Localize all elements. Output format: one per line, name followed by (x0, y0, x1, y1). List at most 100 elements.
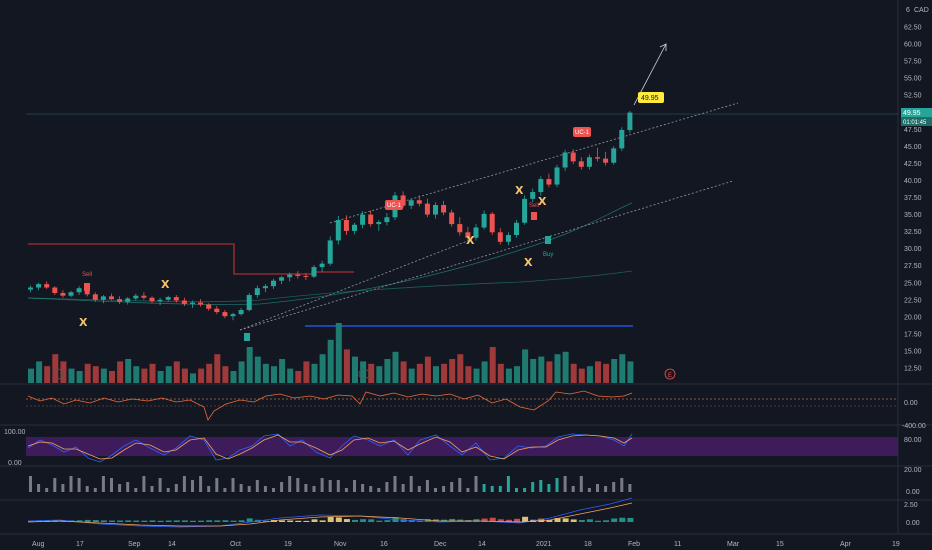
macd-bar (408, 520, 415, 522)
price-tick-label: 47.50 (904, 127, 922, 134)
candle-body (465, 232, 471, 238)
volume-osc-bar (596, 484, 599, 492)
macd-bar (92, 520, 99, 522)
candle-body (570, 152, 576, 162)
moving-averages (27, 202, 633, 305)
price-tick-label: 62.50 (904, 25, 922, 32)
volume-bar (578, 368, 585, 383)
macd-bar (562, 518, 569, 522)
volume-osc-bar (434, 488, 437, 492)
volume-osc-bar (620, 478, 624, 492)
volume-bar (109, 371, 115, 383)
candle-body (238, 310, 244, 315)
volume-osc-bar (563, 476, 567, 492)
volume-bar (408, 368, 415, 383)
time-tick-label: 16 (380, 541, 388, 548)
volume-bar (76, 371, 83, 383)
candle-body (611, 148, 617, 163)
price-tick-label: 40.00 (904, 178, 922, 185)
macd-bar (117, 520, 124, 522)
price-tick-label: 30.00 (904, 246, 922, 253)
volume-osc-bar (272, 488, 275, 492)
volume-oscillator-bars (29, 476, 632, 492)
uc-label-1 (385, 200, 403, 210)
candle-body (271, 280, 276, 287)
volume-osc-bar (288, 476, 292, 492)
macd-bar (246, 518, 253, 522)
macd-bar (198, 520, 205, 522)
candle-body (538, 179, 544, 193)
volume-bar (619, 354, 626, 383)
volume-bar (327, 339, 334, 383)
volume-bar (570, 363, 577, 383)
volume-bar (36, 361, 43, 383)
macd-bar (619, 517, 626, 522)
buy-marker-1 (545, 236, 551, 244)
candle-body (117, 299, 123, 302)
volume-osc-bar (344, 488, 348, 492)
price-tick-label: 17.50 (904, 331, 922, 338)
candle-body (254, 288, 260, 296)
volume-osc-bar (474, 476, 478, 492)
volume-bar (141, 368, 148, 383)
candle-body (335, 220, 341, 241)
volume-bar (287, 368, 294, 383)
volume-osc-bar (134, 488, 138, 492)
x-mark: X (79, 316, 88, 329)
candle-body (619, 129, 625, 149)
macd-bar (214, 520, 221, 522)
currency-label: CAD (914, 7, 929, 14)
stochastic-axis-label: 0.00 (8, 460, 22, 467)
volume-osc-bar (604, 486, 608, 492)
sell-label-2: Sell (529, 203, 539, 209)
price-tick-label: 42.50 (904, 161, 922, 168)
volume-osc-bar (377, 488, 381, 492)
time-tick-label: 18 (584, 541, 592, 548)
countdown-value: 01:01:45 (903, 120, 927, 126)
price-tick-label: 22.50 (904, 297, 922, 304)
volume-osc-bar (401, 484, 405, 492)
volume-bar (262, 363, 269, 383)
candle-body (554, 167, 560, 185)
candle-body (627, 112, 633, 130)
volume-bar (400, 361, 407, 383)
volume-bar (190, 373, 196, 383)
buy-marker-2 (244, 333, 250, 341)
candle-body (603, 158, 609, 163)
x-mark: X (538, 195, 547, 208)
volume-bar (246, 347, 253, 383)
volume-bar (360, 361, 367, 383)
macd-bar (384, 520, 391, 522)
macd-bar (360, 519, 367, 522)
volume-osc-bar (515, 488, 518, 492)
candle-body (473, 227, 479, 238)
candle-body (157, 299, 163, 302)
macd-bar (546, 520, 553, 522)
macd-bar (586, 519, 593, 522)
volume-bar (603, 363, 610, 383)
volume-osc-bar (85, 486, 89, 492)
macd-bar (352, 519, 358, 522)
candle-body (433, 205, 438, 215)
volume-osc-bar (498, 486, 502, 492)
macd-bar (424, 519, 431, 522)
candle-body (360, 214, 366, 225)
price-tick-label: 60.00 (904, 42, 922, 49)
candle-body (141, 295, 147, 298)
volume-osc-bar (263, 486, 267, 492)
candle-body (352, 224, 357, 231)
candle-body (343, 220, 349, 231)
time-tick-label: Mar (727, 541, 740, 548)
candle-body (497, 232, 503, 242)
macd-bar (28, 520, 34, 522)
volume-bar (433, 366, 439, 383)
volume-osc-bar (450, 482, 454, 492)
volume-bar (481, 361, 488, 383)
volume-osc-bar (118, 484, 122, 492)
volume-bar (514, 366, 520, 383)
time-axis: Aug 17 Sep 14 Oct 19 Nov 16 Dec 14 2021 18 Feb 11 Mar 1… (32, 541, 900, 548)
volume-bar (392, 351, 399, 383)
volume-bar (92, 366, 99, 383)
